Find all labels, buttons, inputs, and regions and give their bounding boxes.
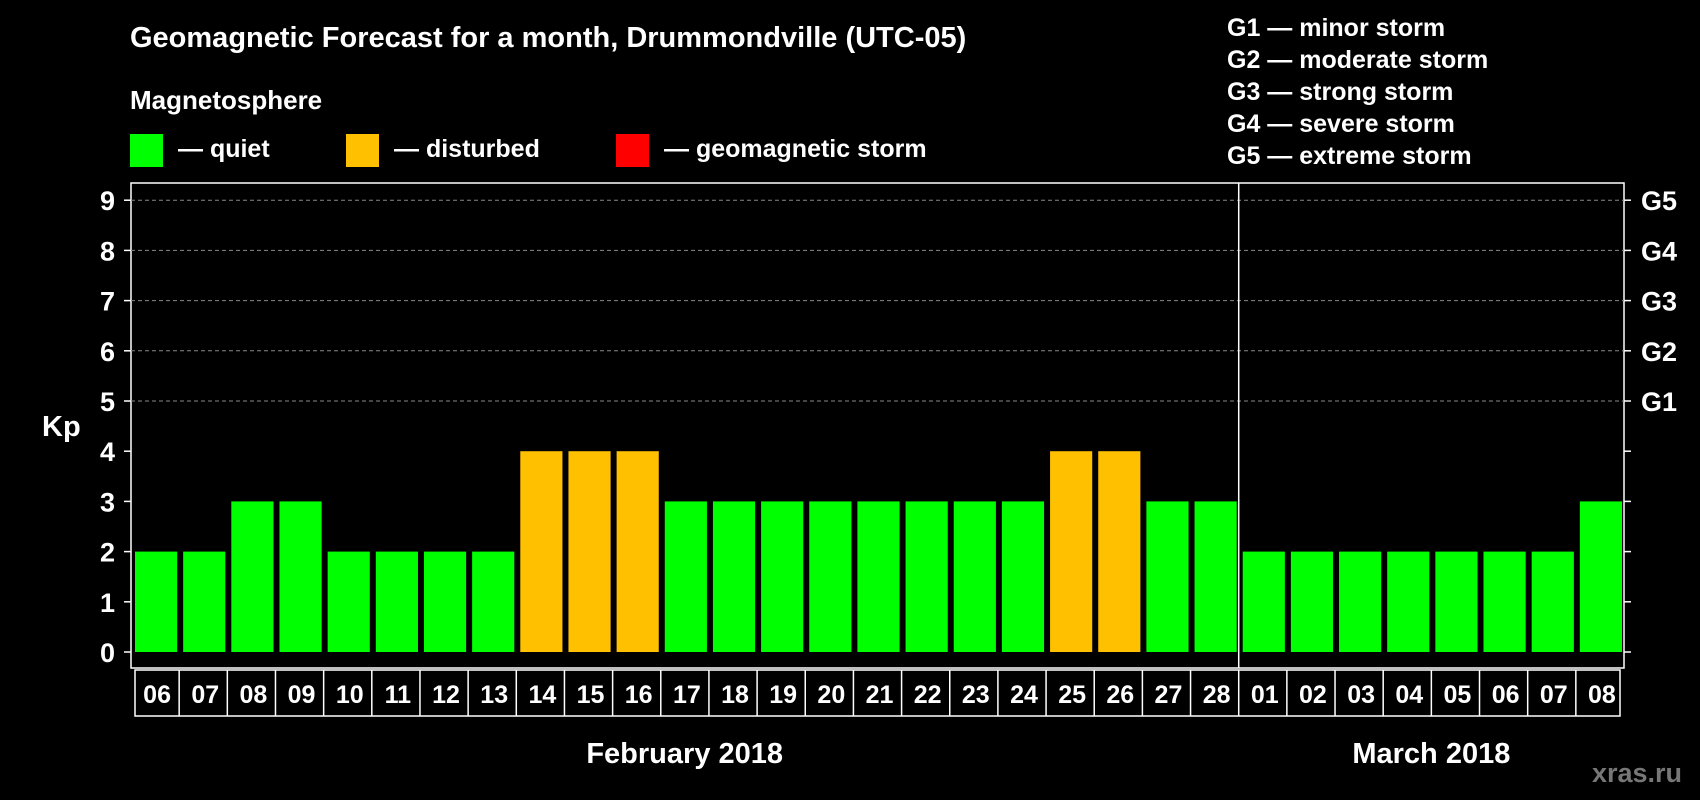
bar-12-6	[423, 551, 467, 652]
x-tick-label-28-22: 28	[1203, 681, 1231, 709]
bar-08-2	[231, 501, 274, 652]
x-tick-label-09-3: 09	[288, 681, 316, 709]
legend-swatch-storm	[616, 134, 649, 167]
x-tick-label-18-12: 18	[721, 681, 749, 709]
x-tick-label-04-26: 04	[1395, 681, 1423, 709]
y-tick-label-0: 0	[100, 638, 115, 668]
bar-09-3	[279, 501, 322, 652]
y-tick-label-4: 4	[100, 437, 115, 467]
bar-20-14	[809, 501, 852, 652]
bar-18-12	[712, 501, 756, 652]
x-tick-label-02-24: 02	[1299, 681, 1327, 709]
bar-05-27	[1435, 551, 1478, 652]
bar-10-4	[327, 551, 370, 652]
x-tick-label-11-5: 11	[385, 681, 412, 709]
watermark: xras.ru	[1591, 758, 1682, 788]
x-tick-label-25-19: 25	[1058, 681, 1086, 709]
y-tick-label-2: 2	[100, 538, 115, 568]
x-tick-label-05-27: 05	[1444, 681, 1472, 709]
bar-03-25	[1339, 551, 1382, 652]
bar-06-0	[135, 551, 178, 652]
bar-07-1	[183, 551, 226, 652]
storm-scale-g5: G5 — extreme storm	[1227, 142, 1472, 170]
bar-26-20	[1098, 451, 1141, 652]
x-tick-label-07-29: 07	[1540, 681, 1568, 709]
x-tick-label-08-30: 08	[1588, 681, 1616, 709]
plot-frame	[130, 182, 1625, 669]
legend-swatch-quiet	[130, 134, 163, 167]
month-label-february: February 2018	[586, 738, 784, 770]
x-tick-label-26-20: 26	[1106, 681, 1134, 709]
bar-21-15	[857, 501, 900, 652]
x-tick-label-19-13: 19	[769, 681, 797, 709]
right-label-g1: G1	[1641, 387, 1677, 417]
x-tick-label-06-0: 06	[143, 681, 171, 709]
x-tick-label-27-21: 27	[1155, 681, 1183, 709]
storm-scale-g2: G2 — moderate storm	[1227, 46, 1489, 74]
bar-15-9	[568, 451, 611, 652]
magnetosphere-label: Magnetosphere	[130, 85, 323, 115]
bar-14-8	[520, 451, 563, 652]
bar-02-24	[1290, 551, 1334, 652]
x-tick-label-15-9: 15	[577, 681, 605, 709]
bar-11-5	[375, 551, 418, 652]
bar-27-21	[1146, 501, 1189, 652]
x-tick-label-20-14: 20	[817, 681, 845, 709]
storm-scale-g4: G4 — severe storm	[1227, 110, 1455, 138]
bar-01-23	[1242, 551, 1285, 652]
bar-23-17	[953, 501, 996, 652]
y-tick-label-8: 8	[100, 236, 115, 266]
bar-16-10	[616, 451, 659, 652]
storm-scale-g1: G1 — minor storm	[1227, 14, 1446, 42]
bar-24-18	[1001, 501, 1045, 652]
storm-scale-g3: G3 — strong storm	[1227, 78, 1454, 106]
date-row-frame	[134, 669, 1621, 717]
x-tick-label-21-15: 21	[866, 681, 894, 709]
y-tick-label-7: 7	[100, 287, 115, 317]
legend-label-disturbed: — disturbed	[394, 135, 540, 163]
y-tick-label-3: 3	[100, 487, 115, 517]
right-label-g2: G2	[1641, 337, 1677, 367]
y-tick-label-5: 5	[100, 387, 115, 417]
bar-19-13	[761, 501, 804, 652]
bar-08-30	[1579, 501, 1622, 652]
x-tick-label-10-4: 10	[336, 681, 364, 709]
x-tick-label-16-10: 16	[625, 681, 653, 709]
x-tick-label-23-17: 23	[962, 681, 990, 709]
x-tick-label-24-18: 24	[1010, 681, 1038, 709]
bar-28-22	[1194, 501, 1237, 652]
x-tick-label-14-8: 14	[528, 681, 556, 709]
x-tick-label-07-1: 07	[191, 681, 219, 709]
right-label-g4: G4	[1641, 236, 1677, 266]
x-tick-label-13-7: 13	[480, 681, 508, 709]
bar-25-19	[1050, 451, 1093, 652]
y-axis-label: Kp	[42, 411, 81, 443]
right-label-g3: G3	[1641, 287, 1677, 317]
chart-title: Geomagnetic Forecast for a month, Drummo…	[130, 22, 967, 54]
x-tick-label-01-23: 01	[1251, 681, 1279, 709]
y-tick-label-6: 6	[100, 337, 115, 367]
x-tick-label-22-16: 22	[914, 681, 942, 709]
legend-label-quiet: — quiet	[178, 135, 270, 163]
bar-17-11	[664, 501, 707, 652]
bar-22-16	[905, 501, 948, 652]
x-tick-label-08-2: 08	[239, 681, 267, 709]
month-label-march: March 2018	[1352, 738, 1511, 770]
bar-07-29	[1531, 551, 1574, 652]
right-label-g5: G5	[1641, 186, 1677, 216]
bar-06-28	[1483, 551, 1526, 652]
legend-swatch-disturbed	[346, 134, 379, 167]
x-tick-label-03-25: 03	[1347, 681, 1375, 709]
x-tick-label-06-28: 06	[1492, 681, 1520, 709]
y-tick-label-1: 1	[100, 588, 115, 618]
x-tick-label-17-11: 17	[673, 681, 701, 709]
x-tick-label-12-6: 12	[432, 681, 460, 709]
bar-04-26	[1387, 551, 1430, 652]
bar-13-7	[472, 551, 515, 652]
legend-label-storm: — geomagnetic storm	[664, 135, 927, 163]
y-tick-label-9: 9	[100, 186, 115, 216]
